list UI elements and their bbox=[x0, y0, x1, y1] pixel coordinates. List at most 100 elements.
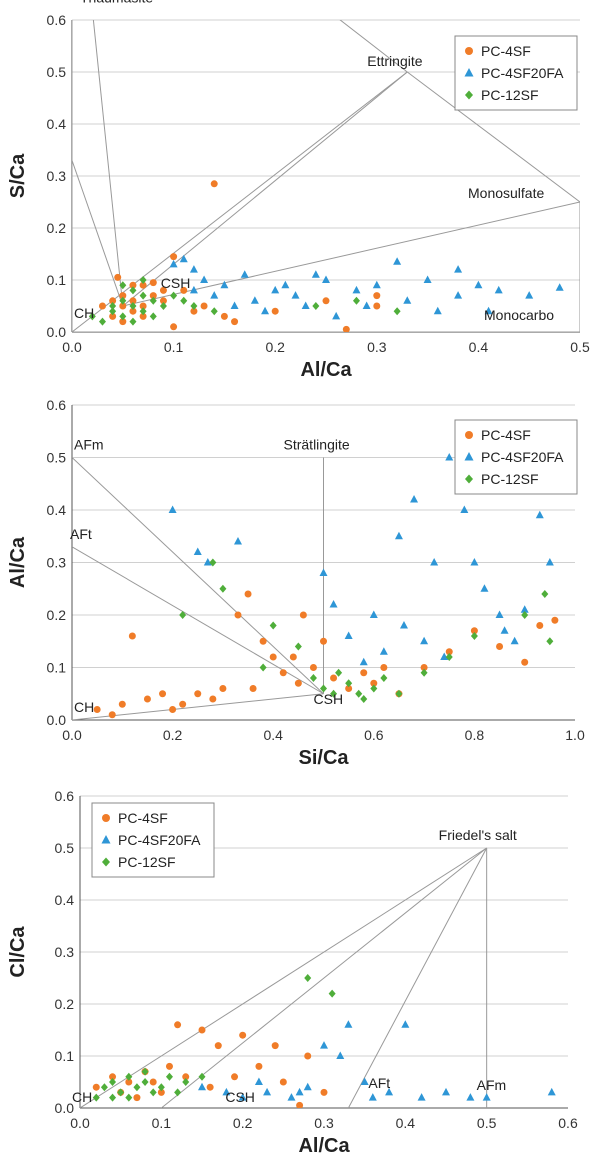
point-pc-4sf bbox=[159, 297, 167, 305]
point-pc-12sf bbox=[328, 989, 336, 998]
point-pc-12sf bbox=[420, 668, 428, 677]
y-axis-title: Cl/Ca bbox=[7, 926, 29, 978]
point-pc-4sf bbox=[345, 685, 353, 692]
point-pc-4sf20fa bbox=[480, 584, 489, 592]
point-pc-4sf bbox=[139, 312, 147, 320]
phase-label: AFt bbox=[70, 526, 92, 542]
point-pc-12sf bbox=[125, 1093, 133, 1102]
point-pc-12sf bbox=[109, 307, 117, 316]
point-pc-4sf bbox=[133, 1094, 141, 1102]
point-pc-12sf bbox=[165, 1072, 173, 1081]
point-pc-12sf bbox=[170, 291, 178, 300]
x-tick-label: 0.4 bbox=[469, 339, 489, 355]
point-pc-4sf bbox=[125, 1078, 133, 1086]
y-tick-label: 0.5 bbox=[47, 450, 67, 466]
point-pc-12sf bbox=[546, 637, 554, 646]
phase-line bbox=[72, 160, 124, 307]
point-pc-4sf20fa bbox=[200, 275, 209, 283]
point-pc-12sf bbox=[139, 276, 147, 284]
point-pc-12sf bbox=[294, 642, 302, 651]
legend-label: PC-12SF bbox=[118, 854, 176, 870]
point-pc-12sf bbox=[259, 663, 267, 672]
point-pc-12sf bbox=[393, 307, 401, 316]
phase-label: CSH bbox=[161, 275, 191, 291]
point-pc-4sf bbox=[108, 711, 116, 719]
x-tick-label: 0.8 bbox=[465, 727, 485, 743]
point-pc-4sf20fa bbox=[261, 306, 270, 315]
point-pc-12sf bbox=[109, 302, 117, 310]
x-tick-label: 0.3 bbox=[314, 1115, 334, 1131]
legend-marker bbox=[465, 47, 473, 55]
point-pc-12sf bbox=[380, 674, 388, 682]
point-pc-12sf bbox=[355, 689, 363, 698]
x-axis-title: Al/Ca bbox=[300, 359, 352, 381]
phase-line bbox=[122, 71, 408, 307]
point-pc-12sf bbox=[119, 281, 127, 290]
phase-label: CH bbox=[74, 699, 94, 715]
point-pc-12sf bbox=[109, 1093, 117, 1102]
point-pc-4sf20fa bbox=[470, 558, 479, 566]
point-pc-4sf20fa bbox=[466, 1093, 475, 1101]
point-pc-4sf20fa bbox=[169, 259, 178, 268]
point-pc-4sf bbox=[373, 302, 381, 310]
point-pc-4sf bbox=[149, 279, 157, 287]
point-pc-12sf bbox=[119, 312, 127, 321]
point-pc-12sf bbox=[180, 296, 188, 305]
point-pc-4sf bbox=[118, 700, 126, 708]
point-pc-4sf bbox=[143, 695, 151, 703]
point-pc-4sf20fa bbox=[329, 600, 338, 608]
point-pc-4sf20fa bbox=[500, 626, 509, 634]
phase-line bbox=[122, 201, 580, 307]
point-pc-12sf bbox=[312, 302, 320, 310]
point-pc-4sf20fa bbox=[372, 280, 381, 289]
legend-label: PC-4SF bbox=[481, 43, 531, 59]
point-pc-4sf20fa bbox=[168, 505, 177, 513]
point-pc-4sf20fa bbox=[423, 275, 432, 283]
point-pc-12sf bbox=[174, 1088, 182, 1097]
chart-3: 0.0 0.1 0.2 0.3 0.4 0.5 0.6 0.0 0.1 0.2 0.3 0.4 0.5 0… bbox=[7, 788, 578, 1157]
point-pc-12sf bbox=[117, 1088, 125, 1097]
point-pc-12sf bbox=[129, 302, 137, 310]
point-pc-4sf20fa bbox=[394, 531, 403, 540]
point-pc-4sf20fa bbox=[520, 605, 529, 613]
point-pc-12sf bbox=[141, 1078, 149, 1086]
legend: PC-4SF PC-4SF20FA PC-12SF bbox=[454, 35, 578, 111]
phase-label: CH bbox=[72, 1089, 92, 1105]
point-pc-4sf20fa bbox=[368, 1093, 377, 1101]
point-pc-4sf bbox=[119, 318, 127, 326]
point-pc-4sf bbox=[109, 1073, 117, 1081]
point-pc-4sf20fa bbox=[220, 280, 229, 289]
phase-lines bbox=[80, 847, 488, 1108]
point-pc-4sf20fa bbox=[555, 283, 564, 291]
phase-label: CSH bbox=[225, 1089, 255, 1105]
point-pc-12sf bbox=[139, 291, 147, 300]
point-pc-4sf bbox=[93, 706, 101, 713]
point-pc-4sf bbox=[259, 637, 267, 645]
point-pc-4sf20fa bbox=[417, 1093, 426, 1101]
point-pc-4sf20fa bbox=[482, 1093, 491, 1101]
point-pc-4sf20fa bbox=[344, 1020, 353, 1028]
point-pc-4sf bbox=[271, 307, 279, 315]
point-pc-4sf20fa bbox=[442, 1087, 450, 1096]
point-pc-4sf bbox=[271, 1042, 279, 1050]
legend-marker bbox=[465, 90, 473, 100]
x-tick-label: 0.0 bbox=[62, 727, 82, 743]
phase-label: CSH bbox=[314, 691, 344, 707]
point-pc-12sf bbox=[198, 1072, 206, 1081]
point-pc-12sf bbox=[98, 317, 106, 326]
point-pc-4sf20fa bbox=[430, 558, 439, 566]
x-tick-label: 0.0 bbox=[70, 1115, 90, 1131]
y-axis-title: S/Ca bbox=[7, 153, 29, 198]
legend-box bbox=[91, 802, 215, 878]
point-pc-4sf bbox=[169, 706, 177, 713]
point-pc-4sf20fa bbox=[440, 652, 449, 660]
chart-1: 0.0 0.1 0.2 0.3 0.4 0.5 0.6 0.0 0.1 0.2 0.3 0.4 0.5 A… bbox=[7, 0, 590, 381]
point-pc-4sf20fa bbox=[445, 453, 454, 461]
point-pc-12sf bbox=[470, 632, 478, 640]
legend: PC-4SF PC-4SF20FA PC-12SF bbox=[454, 419, 578, 495]
point-pc-4sf bbox=[296, 1101, 304, 1108]
point-pc-4sf bbox=[194, 690, 202, 698]
point-pc-4sf bbox=[322, 297, 330, 305]
x-tick-label: 0.2 bbox=[233, 1115, 253, 1131]
x-tick-label: 1.0 bbox=[565, 727, 585, 743]
